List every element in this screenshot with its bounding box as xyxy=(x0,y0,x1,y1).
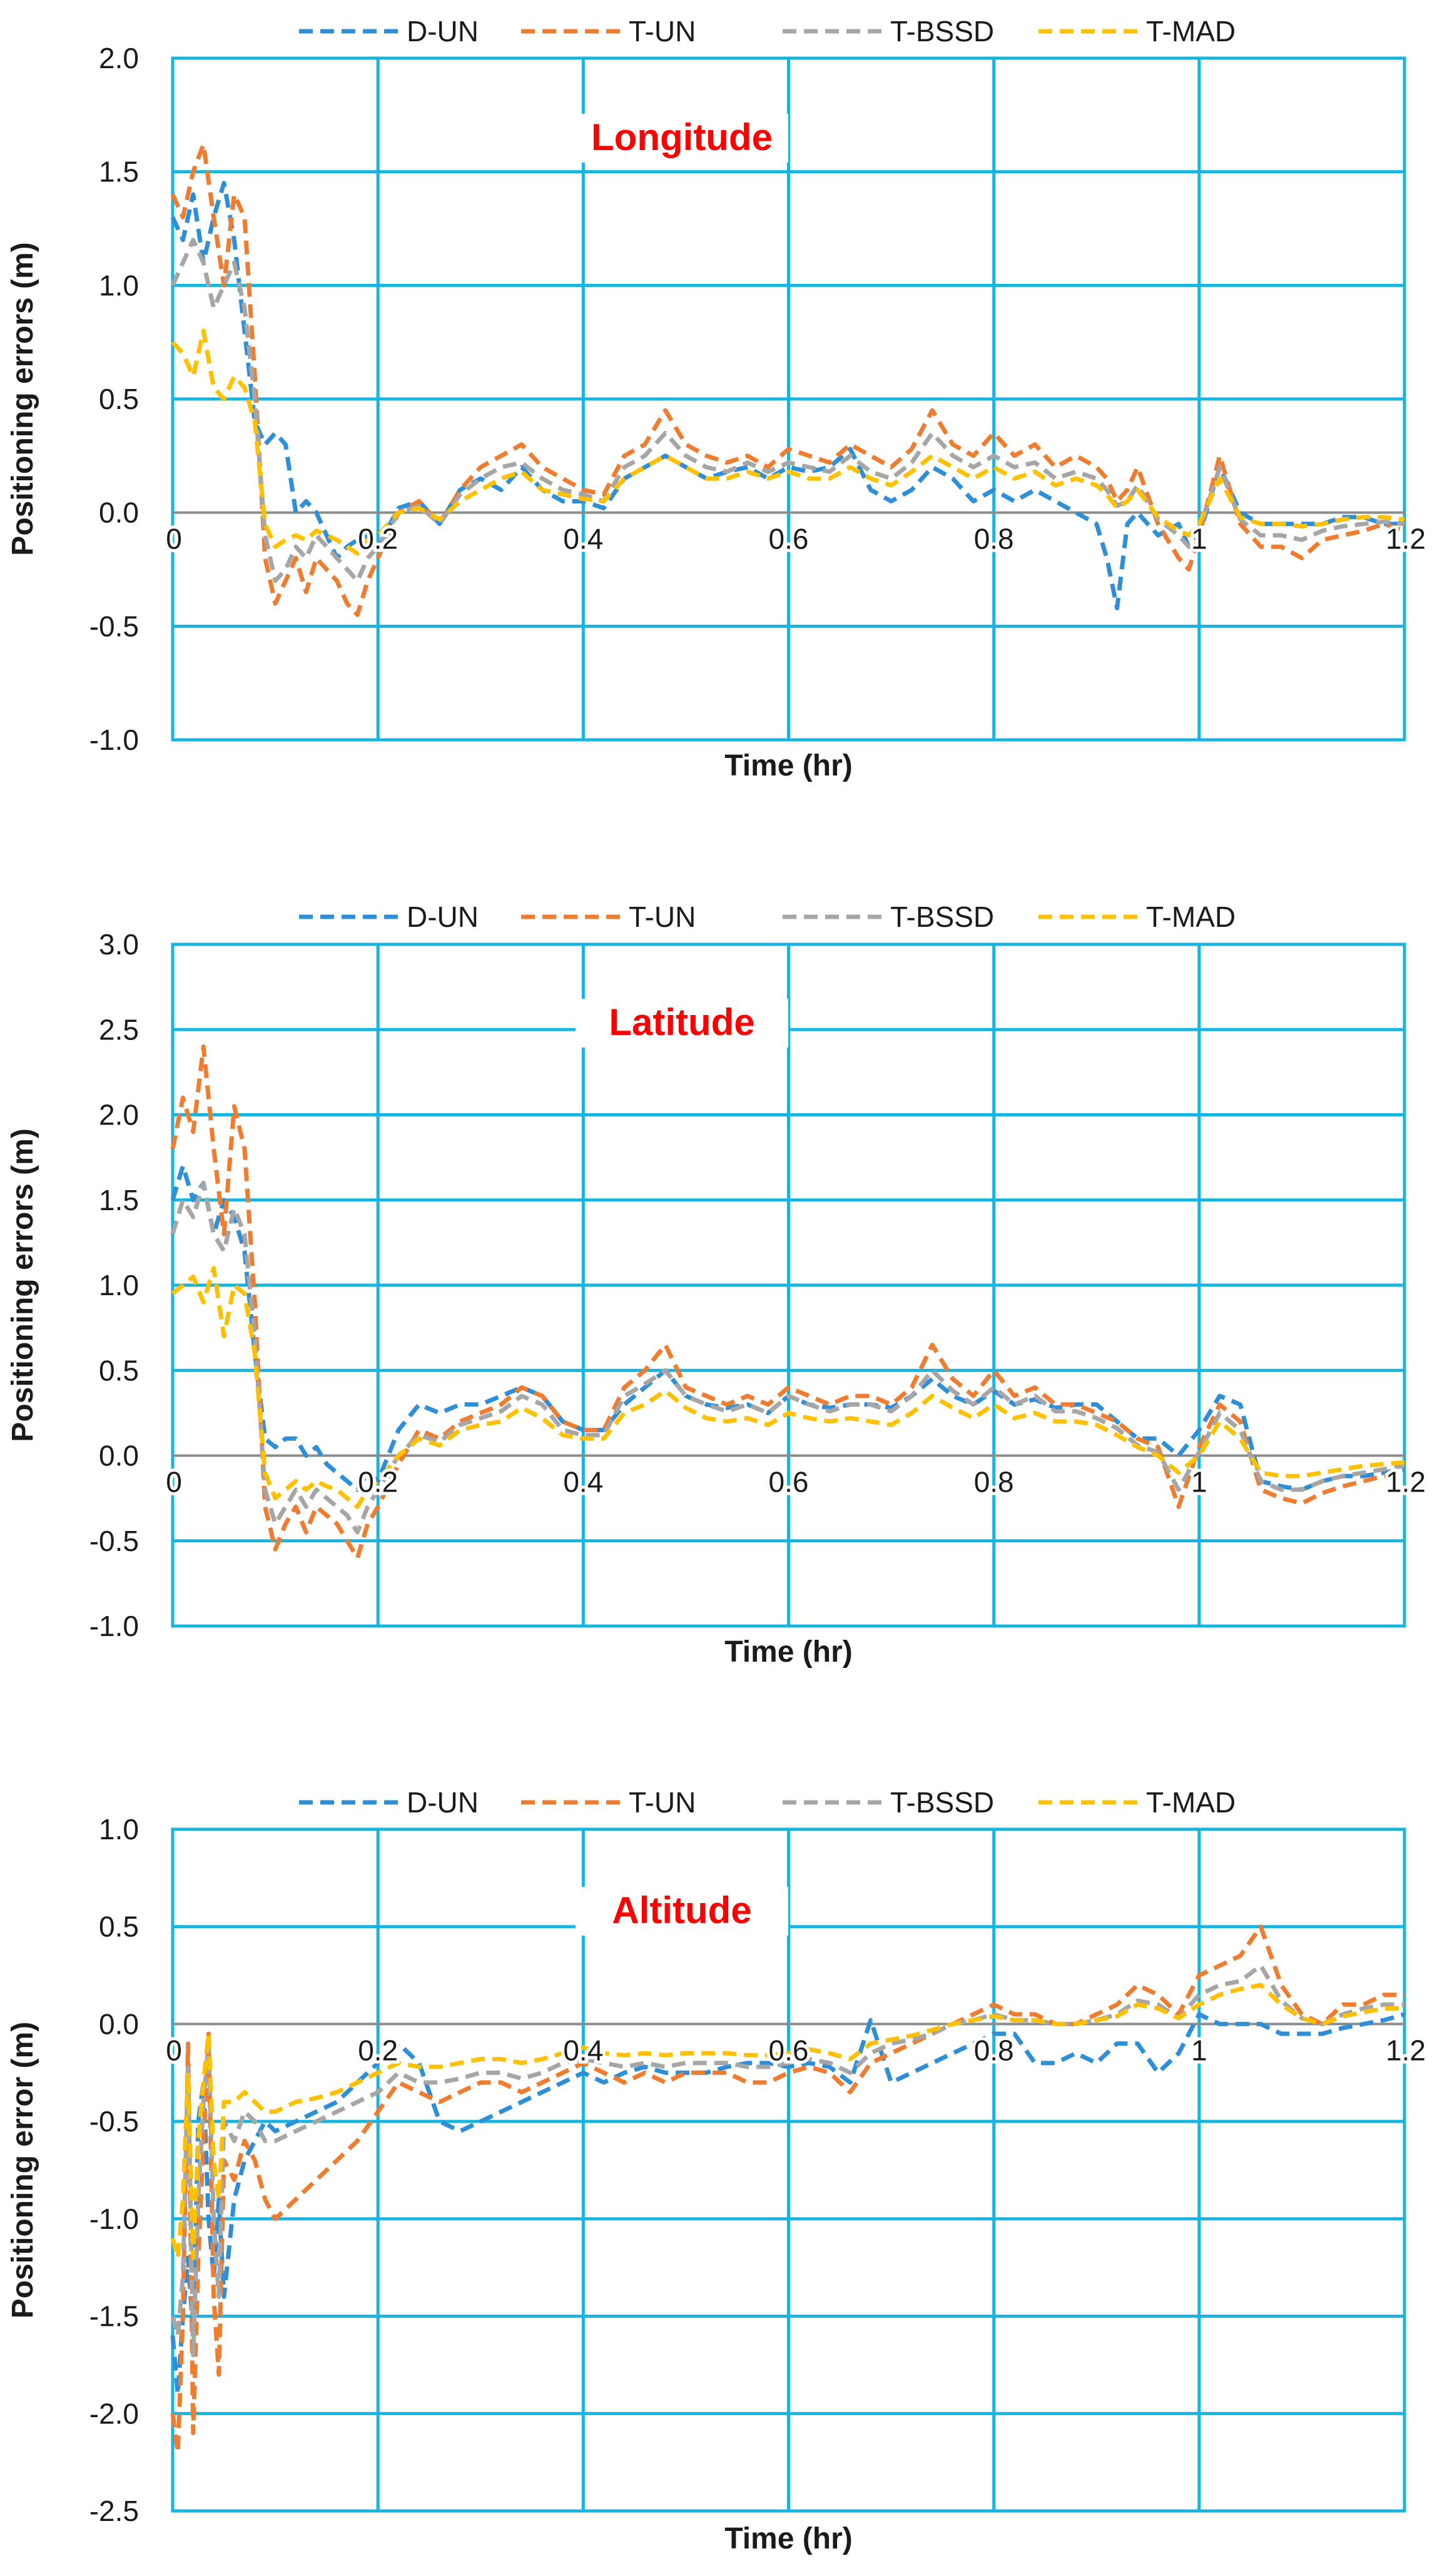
panel-title-altitude: Altitude xyxy=(612,1889,751,1931)
legend-label-longitude-t-mad: T-MAD xyxy=(1146,15,1236,48)
y-tick-label-altitude-6: 0.5 xyxy=(99,1911,139,1943)
y-tick-label-latitude-0: -1.0 xyxy=(89,1610,139,1642)
legend-label-longitude-t-bssd: T-BSSD xyxy=(890,15,994,48)
series-line-altitude-d-un xyxy=(170,2012,1405,2397)
x-tick-label-longitude-0: 0 xyxy=(166,523,182,555)
y-tick-label-latitude-6: 2.0 xyxy=(99,1099,139,1131)
x-tick-label-altitude-5: 1 xyxy=(1191,2034,1207,2066)
panel-title-longitude: Longitude xyxy=(591,116,773,158)
x-tick-label-longitude-3: 0.6 xyxy=(769,523,809,555)
y-tick-label-longitude-5: 1.5 xyxy=(99,156,139,188)
x-tick-label-altitude-4: 0.8 xyxy=(974,2034,1014,2066)
legend-label-altitude-d-un: D-UN xyxy=(407,1786,479,1819)
legend-altitude: D-UN T-UN T-BSSD T-MAD xyxy=(299,1786,1236,1819)
series-line-latitude-t-bssd xyxy=(170,1181,1405,1535)
title-box-altitude xyxy=(576,1887,788,1936)
legend-longitude: D-UN T-UN T-BSSD T-MAD xyxy=(299,15,1236,48)
y-tick-label-altitude-5: 0.0 xyxy=(99,2008,139,2040)
y-tick-label-longitude-1: -0.5 xyxy=(89,610,139,642)
series-line-latitude-t-mad xyxy=(171,1266,1405,1509)
y-tick-label-longitude-4: 1.0 xyxy=(99,269,139,301)
series-line-altitude-t-un xyxy=(170,1924,1404,2455)
panel-longitude: -1.0 -0.5 0.0 0.5 1.0 1.5 2.0 0 0.2 0.4 0.6 0.8 1 1.2… xyxy=(6,15,1429,782)
series-line-latitude-d-un xyxy=(170,1163,1405,1492)
series-line-altitude-t-mad xyxy=(170,1983,1404,2260)
x-tick-label-latitude-0: 0 xyxy=(166,1466,182,1498)
y-tick-label-longitude-3: 0.5 xyxy=(99,383,139,415)
x-tick-label-latitude-1: 0.2 xyxy=(358,1466,398,1498)
x-tick-label-latitude-3: 0.6 xyxy=(769,1466,809,1498)
legend-label-longitude-d-un: D-UN xyxy=(407,15,479,48)
x-tick-label-altitude-3: 0.6 xyxy=(769,2034,809,2066)
series-line-longitude-t-mad xyxy=(171,328,1405,556)
x-tick-label-latitude-6: 1.2 xyxy=(1386,1466,1426,1498)
legend-label-latitude-d-un: D-UN xyxy=(407,901,479,933)
y-tick-label-latitude-2: 0.0 xyxy=(99,1440,139,1472)
panel-latitude: -1.0 -0.5 0.0 0.5 1.0 1.5 2.0 2.5 3.0 0 0.2 0.4 0.6 0… xyxy=(6,901,1429,1669)
x-tick-label-altitude-2: 0.4 xyxy=(563,2034,603,2066)
title-box-latitude xyxy=(576,999,788,1048)
legend-label-longitude-t-un: T-UN xyxy=(629,15,696,48)
x-tick-label-latitude-2: 0.4 xyxy=(563,1466,603,1498)
legend-latitude: D-UN T-UN T-BSSD T-MAD xyxy=(299,901,1236,933)
x-tick-label-longitude-6: 1.2 xyxy=(1386,523,1426,555)
y-tick-label-altitude-1: -2.0 xyxy=(89,2397,139,2430)
y-tick-label-altitude-3: -1.0 xyxy=(89,2203,139,2235)
legend-label-latitude-t-un: T-UN xyxy=(629,901,696,933)
y-tick-label-latitude-5: 1.5 xyxy=(99,1184,139,1216)
y-axis-label-latitude: Positioning errors (m) xyxy=(6,1128,39,1442)
x-tick-label-altitude-0: 0 xyxy=(166,2034,182,2066)
x-tick-label-altitude-6: 1.2 xyxy=(1386,2034,1426,2066)
legend-label-altitude-t-mad: T-MAD xyxy=(1146,1786,1236,1819)
y-tick-label-altitude-0: -2.5 xyxy=(89,2495,139,2527)
y-tick-label-altitude-2: -1.5 xyxy=(89,2300,139,2333)
legend-label-altitude-t-bssd: T-BSSD xyxy=(890,1786,994,1819)
x-axis-label-longitude: Time (hr) xyxy=(724,749,852,782)
legend-label-latitude-t-bssd: T-BSSD xyxy=(890,901,994,933)
y-tick-label-longitude-0: -1.0 xyxy=(89,724,139,756)
x-axis-label-altitude: Time (hr) xyxy=(724,2522,852,2555)
y-tick-label-longitude-2: 0.0 xyxy=(99,497,139,529)
y-tick-label-latitude-8: 3.0 xyxy=(99,928,139,961)
panel-title-latitude: Latitude xyxy=(609,1001,754,1043)
y-tick-label-latitude-1: -0.5 xyxy=(89,1525,139,1557)
panel-altitude: -2.5 -2.0 -1.5 -1.0 -0.5 0.0 0.5 1.0 0 0.2 0.4 0.6 0… xyxy=(6,1786,1429,2555)
x-tick-label-longitude-2: 0.4 xyxy=(563,523,603,555)
x-tick-label-longitude-5: 1 xyxy=(1191,523,1207,555)
y-tick-label-longitude-6: 2.0 xyxy=(99,42,139,74)
y-axis-label-altitude: Positioning error (m) xyxy=(6,2022,39,2319)
y-tick-label-latitude-4: 1.0 xyxy=(99,1269,139,1301)
title-box-longitude xyxy=(576,114,788,163)
x-axis-label-latitude: Time (hr) xyxy=(724,1635,852,1669)
y-tick-label-altitude-4: -0.5 xyxy=(89,2105,139,2138)
series-line-longitude-d-un xyxy=(170,181,1404,610)
series-line-altitude-t-bssd xyxy=(170,1963,1404,2358)
x-tick-label-longitude-1: 0.2 xyxy=(358,523,398,555)
y-tick-label-latitude-7: 2.5 xyxy=(99,1013,139,1046)
y-tick-label-altitude-7: 1.0 xyxy=(99,1813,139,1846)
x-tick-label-latitude-5: 1 xyxy=(1191,1466,1207,1498)
x-tick-label-latitude-4: 0.8 xyxy=(974,1466,1014,1498)
series-line-longitude-t-un xyxy=(170,142,1406,617)
x-tick-label-altitude-1: 0.2 xyxy=(358,2034,398,2066)
y-axis-label-longitude: Positioning errors (m) xyxy=(6,242,39,555)
y-tick-label-latitude-3: 0.5 xyxy=(99,1354,139,1386)
x-tick-label-longitude-4: 0.8 xyxy=(974,523,1014,555)
legend-label-altitude-t-un: T-UN xyxy=(629,1786,696,1819)
series-line-longitude-t-bssd xyxy=(170,238,1405,583)
legend-label-latitude-t-mad: T-MAD xyxy=(1146,901,1236,933)
